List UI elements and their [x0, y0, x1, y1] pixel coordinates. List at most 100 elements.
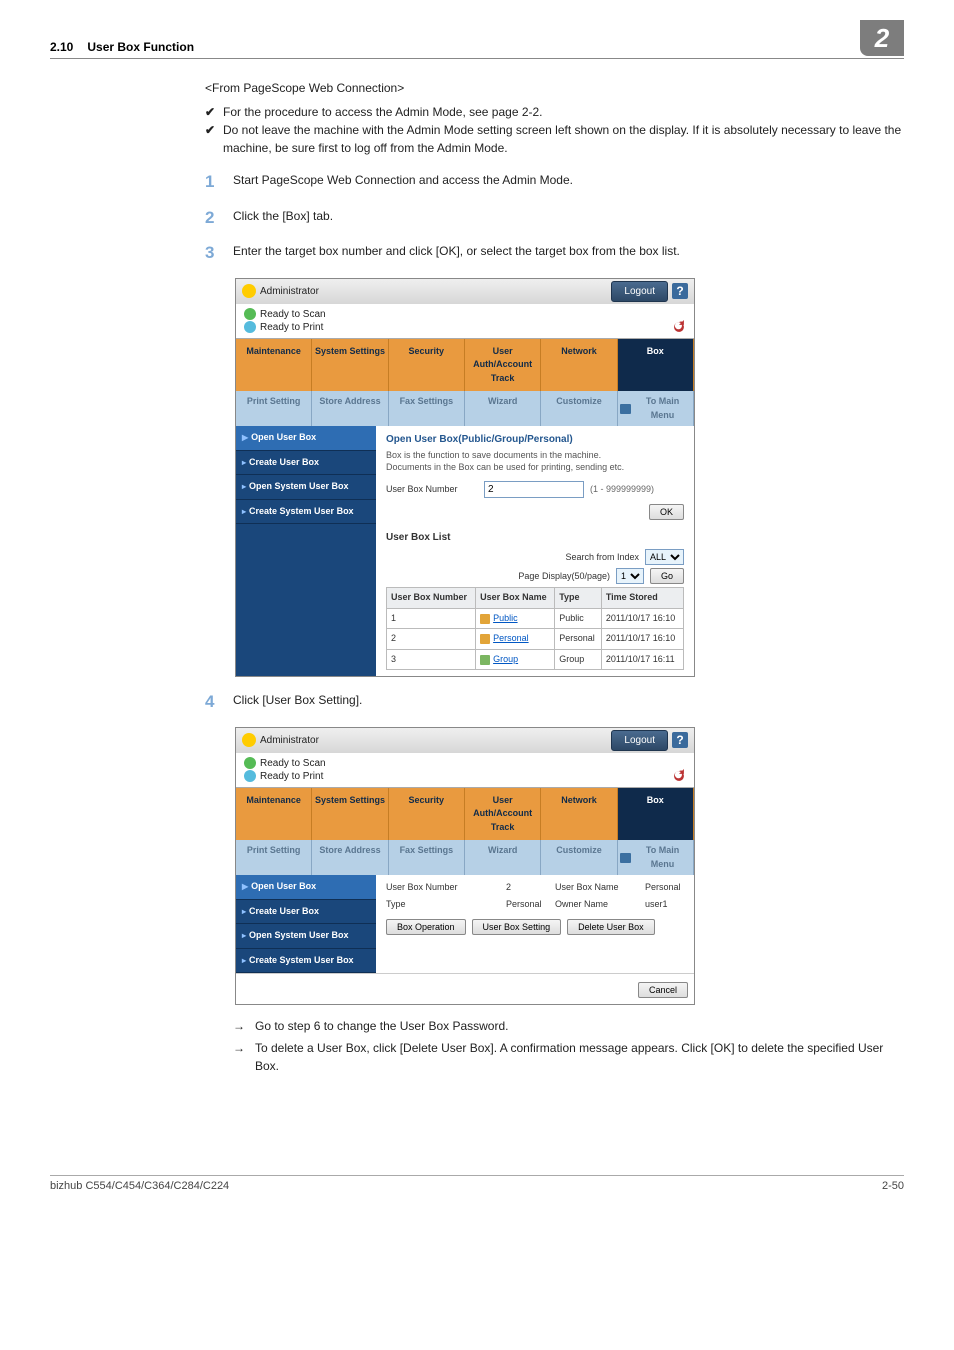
tab-maintenance[interactable]: Maintenance: [236, 788, 312, 841]
tab-user-auth[interactable]: User Auth/Account Track: [465, 339, 541, 392]
page-display-select[interactable]: 1: [616, 568, 644, 584]
ready-scan-label: Ready to Scan: [260, 309, 326, 320]
info-label: User Box Name: [555, 881, 635, 895]
help-button[interactable]: ?: [672, 732, 688, 748]
table-row: 1 Public Public 2011/10/17 16:10: [387, 608, 684, 629]
main-tabs: Maintenance System Settings Security Use…: [236, 788, 694, 841]
table-row: 3 Group Group 2011/10/17 16:11: [387, 649, 684, 670]
subtab-store-address[interactable]: Store Address: [312, 840, 388, 875]
sidebar-item-open-system-user-box[interactable]: ▸Open System User Box: [236, 475, 376, 500]
footer-model: bizhub C554/C454/C364/C284/C224: [50, 1180, 229, 1192]
step-text: Click [User Box Setting].: [233, 689, 362, 715]
side-nav: ▶Open User Box ▸Create User Box ▸Open Sy…: [236, 426, 376, 676]
user-box-number-input[interactable]: [484, 481, 584, 498]
folder-icon: [480, 614, 490, 624]
page-header: 2.10 User Box Function: [50, 40, 904, 59]
tab-security[interactable]: Security: [389, 339, 465, 392]
status-icon: [244, 321, 256, 333]
screenshot-user-box-setting: Administrator Logout ? Ready to Scan Rea…: [235, 727, 695, 1006]
list-title: User Box List: [386, 530, 684, 545]
user-icon: [242, 284, 256, 298]
th-time: Time Stored: [601, 588, 683, 609]
ok-button[interactable]: OK: [649, 504, 684, 520]
pane-title: Open User Box(Public/Group/Personal): [386, 432, 684, 447]
user-box-number-label: User Box Number: [386, 483, 478, 497]
step-number: 2: [205, 205, 233, 231]
sub-bullet-text: Go to step 6 to change the User Box Pass…: [255, 1017, 508, 1035]
tab-network[interactable]: Network: [541, 339, 617, 392]
subtab-print-setting[interactable]: Print Setting: [236, 840, 312, 875]
sidebar-item-open-user-box[interactable]: ▶Open User Box: [236, 426, 376, 451]
subtab-to-main-menu[interactable]: To Main Menu: [618, 840, 694, 875]
box-link[interactable]: Public: [493, 613, 518, 623]
sidebar-item-create-system-user-box[interactable]: ▸Create System User Box: [236, 949, 376, 974]
user-box-table: User Box Number User Box Name Type Time …: [386, 587, 684, 670]
tab-system-settings[interactable]: System Settings: [312, 788, 388, 841]
ready-scan-label: Ready to Scan: [260, 758, 326, 769]
page-display-label: Page Display(50/page): [518, 570, 610, 584]
info-value: Personal: [506, 898, 545, 912]
tab-box[interactable]: Box: [618, 339, 694, 392]
page-footer: bizhub C554/C454/C364/C284/C224 2-50: [50, 1175, 904, 1192]
step-text: Click the [Box] tab.: [233, 205, 333, 231]
info-label: User Box Number: [386, 881, 496, 895]
status-icon: [244, 757, 256, 769]
tab-maintenance[interactable]: Maintenance: [236, 339, 312, 392]
side-nav: ▶Open User Box ▸Create User Box ▸Open Sy…: [236, 875, 376, 973]
sidebar-item-create-system-user-box[interactable]: ▸Create System User Box: [236, 500, 376, 525]
subtab-customize[interactable]: Customize: [541, 840, 617, 875]
section-title: User Box Function: [87, 40, 194, 54]
subtab-wizard[interactable]: Wizard: [465, 840, 541, 875]
th-number: User Box Number: [387, 588, 476, 609]
refresh-icon[interactable]: [672, 320, 686, 334]
info-label: Owner Name: [555, 898, 635, 912]
subtab-customize[interactable]: Customize: [541, 391, 617, 426]
info-label: Type: [386, 898, 496, 912]
subtab-wizard[interactable]: Wizard: [465, 391, 541, 426]
delete-user-box-button[interactable]: Delete User Box: [567, 919, 655, 935]
logout-button[interactable]: Logout: [611, 281, 668, 302]
box-link[interactable]: Personal: [493, 633, 529, 643]
help-button[interactable]: ?: [672, 283, 688, 299]
sidebar-item-open-system-user-box[interactable]: ▸Open System User Box: [236, 924, 376, 949]
tab-user-auth[interactable]: User Auth/Account Track: [465, 788, 541, 841]
tab-system-settings[interactable]: System Settings: [312, 339, 388, 392]
step-text: Enter the target box number and click [O…: [233, 240, 680, 266]
subtab-store-address[interactable]: Store Address: [312, 391, 388, 426]
box-link[interactable]: Group: [493, 654, 518, 664]
info-value: user1: [645, 898, 684, 912]
checkmark-icon: ✔: [205, 103, 223, 121]
th-name: User Box Name: [476, 588, 555, 609]
step-number: 3: [205, 240, 233, 266]
main-tabs: Maintenance System Settings Security Use…: [236, 339, 694, 392]
administrator-label: Administrator: [260, 284, 319, 299]
user-box-setting-button[interactable]: User Box Setting: [472, 919, 562, 935]
sidebar-item-create-user-box[interactable]: ▸Create User Box: [236, 900, 376, 925]
go-button[interactable]: Go: [650, 568, 684, 584]
sidebar-item-create-user-box[interactable]: ▸Create User Box: [236, 451, 376, 476]
refresh-icon[interactable]: [672, 769, 686, 783]
logout-button[interactable]: Logout: [611, 730, 668, 751]
checkmark-icon: ✔: [205, 121, 223, 157]
subtab-fax-settings[interactable]: Fax Settings: [389, 840, 465, 875]
cancel-button[interactable]: Cancel: [638, 982, 688, 998]
box-operation-button[interactable]: Box Operation: [386, 919, 466, 935]
subtab-print-setting[interactable]: Print Setting: [236, 391, 312, 426]
tab-box[interactable]: Box: [618, 788, 694, 841]
info-value: Personal: [645, 881, 684, 895]
step-number: 1: [205, 169, 233, 195]
footer-page: 2-50: [882, 1180, 904, 1192]
step-text: Start PageScope Web Connection and acces…: [233, 169, 573, 195]
sub-bullet-text: To delete a User Box, click [Delete User…: [255, 1039, 905, 1075]
search-index-select[interactable]: ALL: [645, 549, 684, 565]
section-number: 2.10: [50, 40, 73, 54]
sub-tabs: Print Setting Store Address Fax Settings…: [236, 840, 694, 875]
tab-security[interactable]: Security: [389, 788, 465, 841]
th-type: Type: [555, 588, 602, 609]
subtab-to-main-menu[interactable]: To Main Menu: [618, 391, 694, 426]
tab-network[interactable]: Network: [541, 788, 617, 841]
ready-print-label: Ready to Print: [260, 322, 323, 333]
sidebar-item-open-user-box[interactable]: ▶Open User Box: [236, 875, 376, 900]
search-index-label: Search from Index: [565, 551, 639, 565]
subtab-fax-settings[interactable]: Fax Settings: [389, 391, 465, 426]
